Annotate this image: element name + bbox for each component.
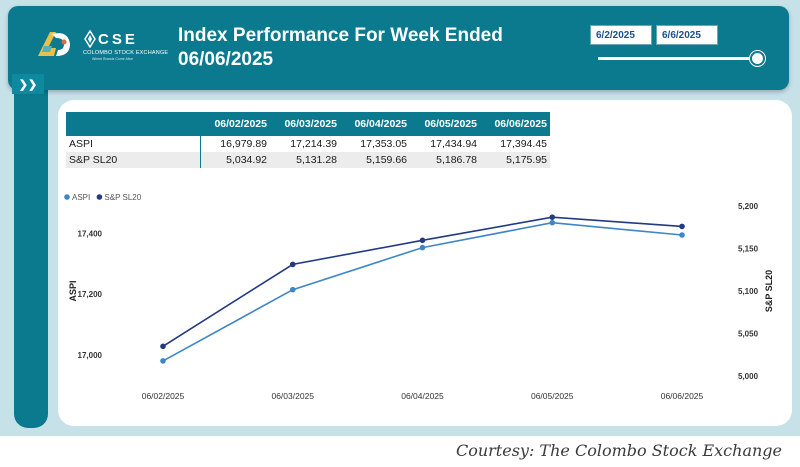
legend-label: ASPI [72, 193, 90, 202]
y2-axis-label: S&P SL20 [764, 270, 774, 312]
row-label: S&P SL20 [66, 152, 201, 168]
logo-letters: CSE [98, 31, 138, 48]
series-line [162, 221, 683, 362]
table-cell: 5,034.92 [200, 152, 270, 168]
column-header: 06/05/2025 [410, 112, 480, 136]
data-point [419, 244, 426, 251]
data-point [549, 219, 556, 226]
table-cell: 5,159.66 [340, 152, 410, 168]
date-to-input[interactable]: 6/6/2025 [656, 25, 718, 45]
y-tick-label: 17,400 [78, 229, 103, 238]
column-header: 06/03/2025 [270, 112, 340, 136]
table-corner [66, 112, 200, 136]
y2-tick-label: 5,000 [738, 372, 759, 381]
column-header: 06/04/2025 [340, 112, 410, 136]
date-range-slider[interactable] [598, 57, 758, 60]
data-point [289, 286, 296, 293]
legend-label: S&P SL20 [104, 193, 141, 202]
cse-emblem-icon [84, 30, 96, 48]
table-cell: 17,214.39 [290, 138, 337, 150]
y2-tick-label: 5,050 [738, 330, 759, 339]
table-cell: 17,434.94 [430, 138, 477, 150]
index-line-chart: ASPI S&P SL20 17,000 17,200 17,400 5,000 5,050… [64, 193, 774, 401]
page-title: Index Performance For Week Ended 06/06/2… [178, 25, 503, 70]
table-header-row: 06/02/2025 06/03/2025 06/04/2025 06/05/2… [66, 112, 550, 136]
x-tick-label: 06/04/2025 [401, 391, 444, 401]
y-axis-label: ASPI [68, 280, 78, 301]
legend-marker [96, 194, 103, 200]
side-panel [14, 70, 48, 428]
table-cell: 17,353.05 [360, 138, 407, 150]
table-cell: 17,394.45 [500, 138, 547, 150]
date-from-input[interactable]: 6/2/2025 [590, 25, 652, 45]
column-header: 06/02/2025 [200, 112, 270, 136]
data-point [419, 237, 426, 244]
y-tick-label: 17,200 [78, 290, 103, 299]
table-cell: 5,131.28 [270, 152, 340, 168]
header-bar [8, 6, 789, 90]
data-point [549, 214, 556, 220]
y2-tick-label: 5,100 [738, 287, 759, 296]
data-point [289, 261, 296, 268]
table-row: S&P SL20 5,034.92 5,131.28 5,159.66 5,18… [66, 152, 550, 168]
legend-marker [64, 194, 70, 200]
cse-logo-icon [38, 32, 70, 56]
date-range-slider-handle[interactable] [750, 51, 765, 66]
row-label: ASPI [66, 136, 201, 152]
x-tick-label: 06/03/2025 [271, 391, 314, 401]
index-table: 06/02/2025 06/03/2025 06/04/2025 06/05/2… [66, 112, 550, 168]
x-tick-label: 06/02/2025 [142, 391, 185, 401]
table-cell: 16,979.89 [220, 138, 267, 150]
chevron-right-icon: ❯❯ [18, 78, 38, 91]
y-tick-label: 17,000 [78, 351, 103, 360]
logo-name: COLOMBO STOCK EXCHANGE [83, 50, 169, 56]
series-line [162, 216, 683, 347]
table-cell: 5,175.95 [480, 152, 550, 168]
credit-text: Courtesy: The Colombo Stock Exchange [455, 441, 782, 460]
data-point [679, 223, 685, 230]
data-point [160, 343, 166, 350]
x-tick-label: 06/05/2025 [531, 391, 574, 401]
table-cell: 5,186.78 [410, 152, 480, 168]
data-point [160, 358, 166, 364]
table-row: ASPI 16,979.89 17,214.39 17,353.05 17,43… [66, 136, 550, 152]
nav-toggle-button[interactable]: ❯❯ [12, 74, 44, 94]
y2-tick-label: 5,150 [738, 245, 759, 254]
x-tick-label: 06/06/2025 [661, 391, 704, 401]
logo-tagline: Where Brands Come Alive [92, 57, 134, 61]
y2-tick-label: 5,200 [738, 202, 759, 211]
column-header: 06/06/2025 [480, 112, 550, 136]
data-point [679, 232, 685, 238]
